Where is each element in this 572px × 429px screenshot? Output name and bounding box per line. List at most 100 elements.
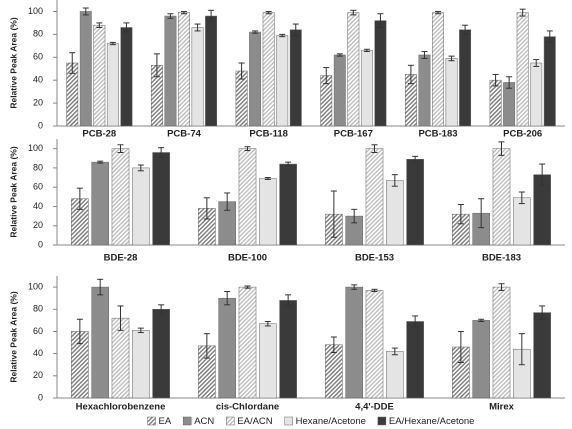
error-bar [371, 144, 378, 153]
error-bar [457, 330, 464, 364]
bar [152, 152, 170, 246]
error-bar [109, 41, 116, 46]
x-tick-label: PCB-118 [249, 129, 288, 140]
y-tick-label: 40 [33, 75, 43, 85]
bar [489, 79, 502, 127]
error-bar [478, 198, 485, 229]
error-bar [252, 30, 259, 34]
bar [276, 35, 289, 127]
error-bar [96, 22, 103, 28]
error-bar [492, 73, 499, 87]
bar [91, 161, 109, 246]
y-tick-label: 20 [33, 220, 43, 230]
bar [93, 24, 106, 127]
error-bar [539, 163, 546, 186]
x-tick-label: Mirex [489, 402, 515, 413]
error-bar [97, 278, 104, 296]
bar [249, 31, 262, 127]
error-bar [377, 13, 384, 28]
error-bar [407, 64, 414, 85]
error-bar [208, 9, 215, 23]
error-bar [153, 53, 160, 78]
error-bar [285, 294, 292, 307]
bar [262, 12, 275, 127]
legend-swatch [284, 416, 293, 426]
bar [218, 297, 236, 399]
bar [418, 54, 431, 127]
legend-item: EA/Hexane/Acetone [377, 416, 474, 427]
bar [289, 29, 302, 127]
y-axis-label: Relative Peak Area (%) [8, 17, 18, 109]
error-bar [371, 288, 378, 293]
bar [530, 62, 543, 127]
bar [360, 50, 373, 127]
bar [178, 12, 190, 127]
legend-swatch [377, 416, 387, 426]
legend-item: EA/ACN [226, 416, 273, 427]
error-bar [533, 59, 540, 67]
error-bar [448, 55, 455, 62]
error-bar [137, 164, 144, 172]
x-tick-label: Hexachlorobenzene [76, 402, 166, 413]
error-bar [69, 52, 76, 74]
error-bar [265, 10, 272, 15]
error-bar [462, 24, 469, 35]
y-tick-label: 60 [33, 182, 43, 192]
bar [152, 309, 170, 399]
error-bar [203, 197, 210, 220]
bar [374, 20, 387, 127]
x-tick-label: PCB-183 [418, 129, 457, 140]
error-bar [194, 23, 201, 32]
error-bar [435, 10, 441, 15]
error-bar [76, 318, 83, 345]
bar [91, 286, 109, 399]
y-axis-label: Relative Peak Area (%) [8, 146, 18, 238]
bar [106, 43, 119, 127]
bar [365, 290, 384, 399]
error-bar [506, 76, 513, 89]
error-bar [412, 315, 419, 328]
y-tick-label: 20 [33, 370, 43, 380]
bar [333, 54, 346, 127]
error-bar [123, 22, 130, 33]
bar [406, 321, 424, 399]
bar [492, 286, 511, 399]
bar [132, 167, 150, 246]
y-tick-label: 80 [33, 162, 43, 172]
bar [191, 27, 204, 127]
legend-item: EA [147, 416, 172, 427]
error-bar [330, 336, 337, 354]
error-bar [350, 9, 357, 16]
bar [205, 15, 218, 127]
bar [279, 300, 297, 399]
error-bar [224, 192, 231, 211]
error-bar [264, 320, 271, 327]
y-tick-label: 0 [38, 239, 43, 249]
error-bar [117, 305, 124, 331]
bar [120, 27, 133, 127]
error-bar [244, 146, 251, 152]
bar [164, 15, 177, 127]
bar [345, 286, 363, 399]
bar [111, 148, 130, 246]
y-tick-label: 100 [28, 281, 43, 291]
error-bar [167, 13, 174, 19]
y-tick-label: 20 [33, 97, 43, 107]
bar [79, 11, 92, 127]
error-bar [323, 67, 330, 85]
error-bar [412, 155, 419, 163]
y-tick-label: 60 [33, 326, 43, 336]
y-tick-label: 100 [28, 6, 43, 16]
error-bar [76, 187, 83, 210]
bar [432, 12, 444, 127]
error-bar [203, 333, 210, 359]
y-tick-label: 80 [33, 29, 43, 39]
bar [238, 286, 257, 399]
x-tick-label: PCB-28 [82, 129, 116, 140]
y-tick-label: 100 [28, 143, 43, 153]
bar [386, 351, 404, 399]
error-bar [224, 291, 231, 306]
x-tick-label: PCB-74 [167, 129, 202, 140]
y-tick-label: 0 [38, 392, 43, 402]
error-bar [292, 23, 299, 37]
